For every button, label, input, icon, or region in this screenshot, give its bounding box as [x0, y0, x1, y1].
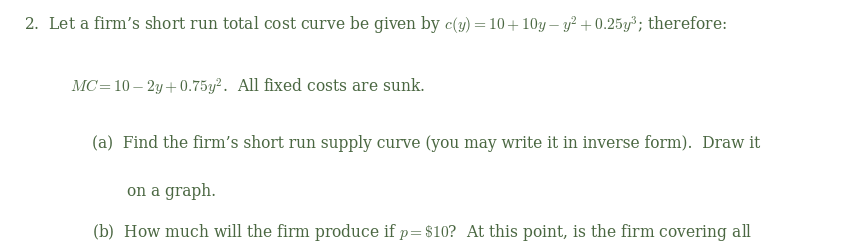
- Text: 2.  Let a firm’s short run total cost curve be given by $c(y) = 10+10y-y^2+0.25y: 2. Let a firm’s short run total cost cur…: [24, 14, 727, 37]
- Text: on a graph.: on a graph.: [127, 183, 216, 200]
- Text: (a)  Find the firm’s short run supply curve (you may write it in inverse form). : (a) Find the firm’s short run supply cur…: [92, 135, 760, 152]
- Text: $MC = 10 - 2y + 0.75y^2$.  All fixed costs are sunk.: $MC = 10 - 2y + 0.75y^2$. All fixed cost…: [70, 77, 424, 98]
- Text: (b)  How much will the firm produce if $p = \$10$?  At this point, is the firm c: (b) How much will the firm produce if $p…: [92, 222, 752, 241]
